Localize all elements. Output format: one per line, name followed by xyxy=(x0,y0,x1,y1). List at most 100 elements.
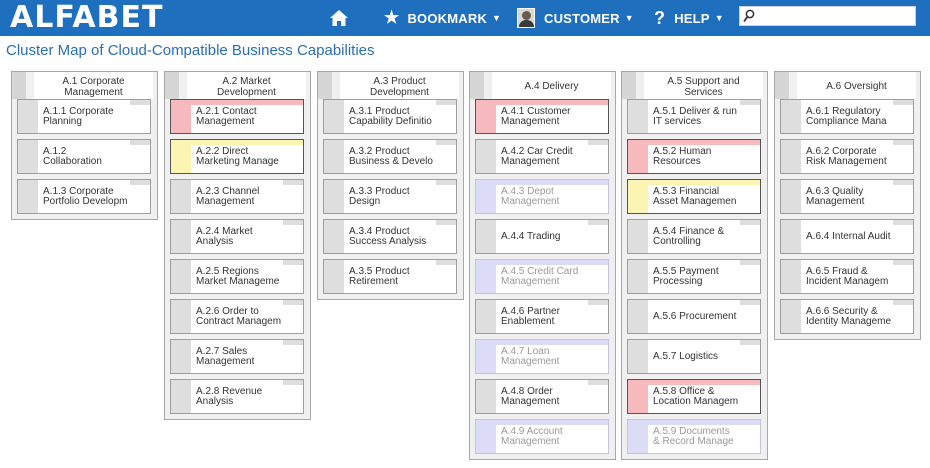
capability-card[interactable]: A.4.3 Depot Management xyxy=(475,179,609,214)
capability-card[interactable]: A.4.8 Order Management xyxy=(475,379,609,414)
cluster-header[interactable]: A.1 Corporate Management xyxy=(12,72,157,99)
capability-card[interactable]: A.2.6 Order to Contract Managem xyxy=(170,299,304,334)
capability-label: A.6.4 Internal Audit xyxy=(806,230,891,242)
capability-card[interactable]: A.1.1 Corporate Planning xyxy=(17,99,151,134)
capability-card[interactable]: A.4.1 Customer Management xyxy=(475,99,609,134)
help-label: HELP xyxy=(674,10,710,26)
capability-card[interactable]: A.6.4 Internal Audit xyxy=(780,219,914,254)
bookmark-menu[interactable]: ★ BOOKMARK ▼ xyxy=(384,0,501,36)
capability-card[interactable]: A.5.3 Financial Asset Managemen xyxy=(627,179,761,214)
capability-status-bar xyxy=(628,180,760,185)
capability-stripe xyxy=(476,260,496,293)
capability-label: A.5.4 Finance & Controlling xyxy=(653,225,725,247)
capability-label: A.3.4 Product Success Analysis xyxy=(349,225,427,247)
capability-card[interactable]: A.5.2 Human Resources xyxy=(627,139,761,174)
capability-card[interactable]: A.4.5 Credit Card Management xyxy=(475,259,609,294)
capability-status-bar xyxy=(283,340,303,345)
capability-stripe xyxy=(781,300,801,333)
capability-stripe xyxy=(628,180,648,213)
capability-status-bar xyxy=(283,380,303,385)
capability-card[interactable]: A.5.5 Payment Processing xyxy=(627,259,761,294)
cluster-header[interactable]: A.6 Oversight xyxy=(775,72,920,99)
capability-stripe xyxy=(171,180,191,213)
capability-stripe xyxy=(628,300,648,333)
capability-card[interactable]: A.2.3 Channel Management xyxy=(170,179,304,214)
capability-status-bar xyxy=(893,180,913,185)
top-bar: ALFABET ★ BOOKMARK ▼ CUSTOMER ▼ ? HELP ▼ xyxy=(0,0,930,36)
capability-card[interactable]: A.5.7 Logistics xyxy=(627,339,761,374)
capability-status-bar xyxy=(283,300,303,305)
capability-card[interactable]: A.2.5 Regions Market Manageme xyxy=(170,259,304,294)
capability-stripe xyxy=(628,260,648,293)
capability-status-bar xyxy=(283,220,303,225)
capability-card[interactable]: A.3.3 Product Design xyxy=(323,179,457,214)
capability-card[interactable]: A.2.1 Contact Management xyxy=(170,99,304,134)
capability-card[interactable]: A.3.4 Product Success Analysis xyxy=(323,219,457,254)
capability-stripe xyxy=(171,100,191,133)
cluster-title: A.4 Delivery xyxy=(492,72,611,99)
cluster-header[interactable]: A.4 Delivery xyxy=(470,72,615,99)
capability-card[interactable]: A.4.6 Partner Enablement xyxy=(475,299,609,334)
capability-card[interactable]: A.1.3 Corporate Portfolio Developm xyxy=(17,179,151,214)
cluster-header[interactable]: A.5 Support and Services xyxy=(622,72,767,99)
home-icon[interactable] xyxy=(328,8,350,28)
page-title: Cluster Map of Cloud-Compatible Business… xyxy=(6,42,375,59)
capability-label: A.4.7 Loan Management xyxy=(501,345,560,367)
capability-stripe xyxy=(781,180,801,213)
capability-card[interactable]: A.6.6 Security & Identity Manageme xyxy=(780,299,914,334)
capability-status-bar xyxy=(893,220,913,225)
capability-card[interactable]: A.2.7 Sales Management xyxy=(170,339,304,374)
capability-card[interactable]: A.3.2 Product Business & Develo xyxy=(323,139,457,174)
capability-stripe xyxy=(628,340,648,373)
capability-card[interactable]: A.6.3 Quality Management xyxy=(780,179,914,214)
capability-label: A.5.2 Human Resources xyxy=(653,145,712,167)
capability-card[interactable]: A.4.4 Trading xyxy=(475,219,609,254)
capability-card[interactable]: A.3.1 Product Capability Definitio xyxy=(323,99,457,134)
capability-card[interactable]: A.1.2 Collaboration xyxy=(17,139,151,174)
capability-card[interactable]: A.5.6 Procurement xyxy=(627,299,761,334)
cluster-title: A.2 Market Development xyxy=(187,72,306,99)
capability-status-bar xyxy=(628,380,760,385)
search-box[interactable] xyxy=(739,6,916,26)
capability-card[interactable]: A.6.1 Regulatory Compliance Mana xyxy=(780,99,914,134)
caret-down-icon: ▼ xyxy=(714,13,724,23)
capability-status-bar xyxy=(476,260,608,265)
capability-card[interactable]: A.5.9 Documents & Record Manage xyxy=(627,419,761,454)
cluster-header[interactable]: A.3 Product Development xyxy=(318,72,463,99)
capability-label: A.5.5 Payment Processing xyxy=(653,265,719,287)
cluster-header-stripe xyxy=(165,72,179,99)
capability-stripe xyxy=(628,140,648,173)
question-icon: ? xyxy=(654,7,666,28)
capability-card[interactable]: A.2.4 Market Analysis xyxy=(170,219,304,254)
capability-card[interactable]: A.6.2 Corporate Risk Management xyxy=(780,139,914,174)
cluster-title: A.5 Support and Services xyxy=(644,72,763,99)
capability-status-bar xyxy=(893,100,913,105)
capability-status-bar xyxy=(893,300,913,305)
capability-stripe xyxy=(628,380,648,413)
capability-stripe xyxy=(18,140,38,173)
capability-status-bar xyxy=(436,220,456,225)
cluster-header[interactable]: A.2 Market Development xyxy=(165,72,310,99)
capability-card[interactable]: A.2.2 Direct Marketing Manage xyxy=(170,139,304,174)
capability-card[interactable]: A.4.9 Account Management xyxy=(475,419,609,454)
capability-card[interactable]: A.4.7 Loan Management xyxy=(475,339,609,374)
capability-stripe xyxy=(628,100,648,133)
help-menu[interactable]: ? HELP ▼ xyxy=(654,0,724,36)
capability-label: A.5.7 Logistics xyxy=(653,350,719,362)
capability-label: A.5.3 Financial Asset Managemen xyxy=(653,185,737,207)
capability-card[interactable]: A.3.5 Product Retirement xyxy=(323,259,457,294)
customer-label: CUSTOMER xyxy=(544,10,620,26)
capability-card[interactable]: A.4.2 Car Credit Management xyxy=(475,139,609,174)
capability-card[interactable]: A.2.8 Revenue Analysis xyxy=(170,379,304,414)
capability-card[interactable]: A.5.1 Deliver & run IT services xyxy=(627,99,761,134)
capability-card[interactable]: A.5.8 Office & Location Managem xyxy=(627,379,761,414)
capability-card[interactable]: A.5.4 Finance & Controlling xyxy=(627,219,761,254)
search-input[interactable] xyxy=(756,7,914,25)
customer-menu[interactable]: CUSTOMER ▼ xyxy=(517,0,634,36)
capability-card[interactable]: A.6.5 Fraud & Incident Managem xyxy=(780,259,914,294)
capability-stripe xyxy=(476,340,496,373)
app-logo[interactable]: ALFABET xyxy=(10,0,164,35)
cluster-header-stripe xyxy=(12,72,26,99)
capability-label: A.4.9 Account Management xyxy=(501,425,563,447)
cluster-title: A.1 Corporate Management xyxy=(34,72,153,99)
